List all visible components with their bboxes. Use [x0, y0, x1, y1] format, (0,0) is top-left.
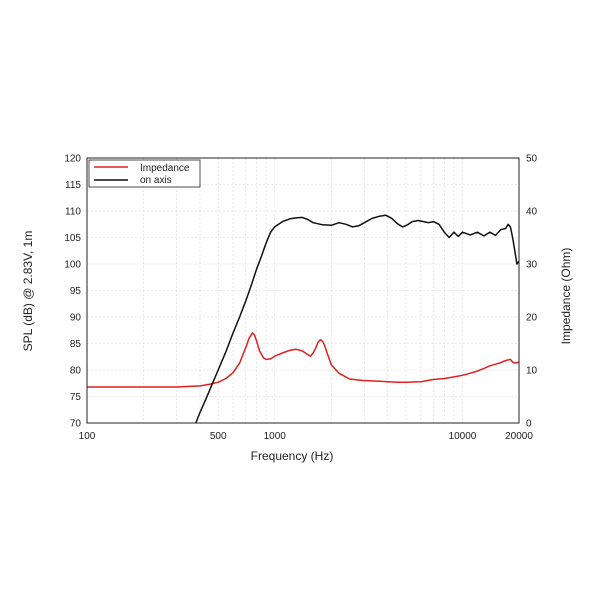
tick-labels: 100 500 1000 10000 2000070758085909510010511…: [64, 154, 537, 443]
y-tick-label: 115: [65, 180, 81, 191]
y-tick-label: 90: [70, 313, 82, 324]
y-tick-label: 105: [64, 233, 81, 244]
legend-box: [88, 159, 201, 188]
grid: [87, 158, 519, 423]
series-lines: [87, 214, 520, 424]
y-tick-label: 100: [64, 260, 81, 271]
y-tick-label: 85: [70, 339, 82, 350]
y-tick-label: 70: [70, 419, 82, 430]
y-tick-label: 120: [64, 154, 81, 165]
series-line-impedance: [87, 332, 520, 388]
x-tick-label: 20000: [505, 431, 533, 442]
y2-tick-label: 10: [526, 366, 538, 377]
y-tick-label: 110: [65, 207, 81, 218]
legend-label-impedance: Impedance: [140, 163, 190, 174]
legend: Impedance on axis: [88, 159, 201, 188]
x-tick-label: 1000: [264, 431, 287, 442]
x-axis-title: Frequency (Hz): [251, 449, 334, 463]
y2-tick-label: 50: [526, 154, 538, 165]
y-axis-title: SPL (dB) @ 2.83V, 1m: [21, 231, 35, 352]
y-tick-label: 75: [70, 392, 82, 403]
y2-tick-label: 40: [526, 207, 538, 218]
legend-label-on-axis: on axis: [140, 175, 172, 186]
x-tick-label: 100: [79, 431, 96, 442]
y2-tick-label: 0: [526, 419, 532, 430]
series-line-on-axis: [195, 214, 520, 424]
x-tick-label: 500: [210, 431, 227, 442]
y2-tick-label: 30: [526, 260, 538, 271]
plot-frame: [86, 157, 520, 424]
y-tick-label: 95: [70, 286, 82, 297]
x-tick-label: 10000: [449, 431, 477, 442]
y2-axis-title: Impedance (Ohm): [559, 248, 573, 345]
y-tick-label: 80: [70, 366, 82, 377]
y2-tick-label: 20: [526, 313, 538, 324]
